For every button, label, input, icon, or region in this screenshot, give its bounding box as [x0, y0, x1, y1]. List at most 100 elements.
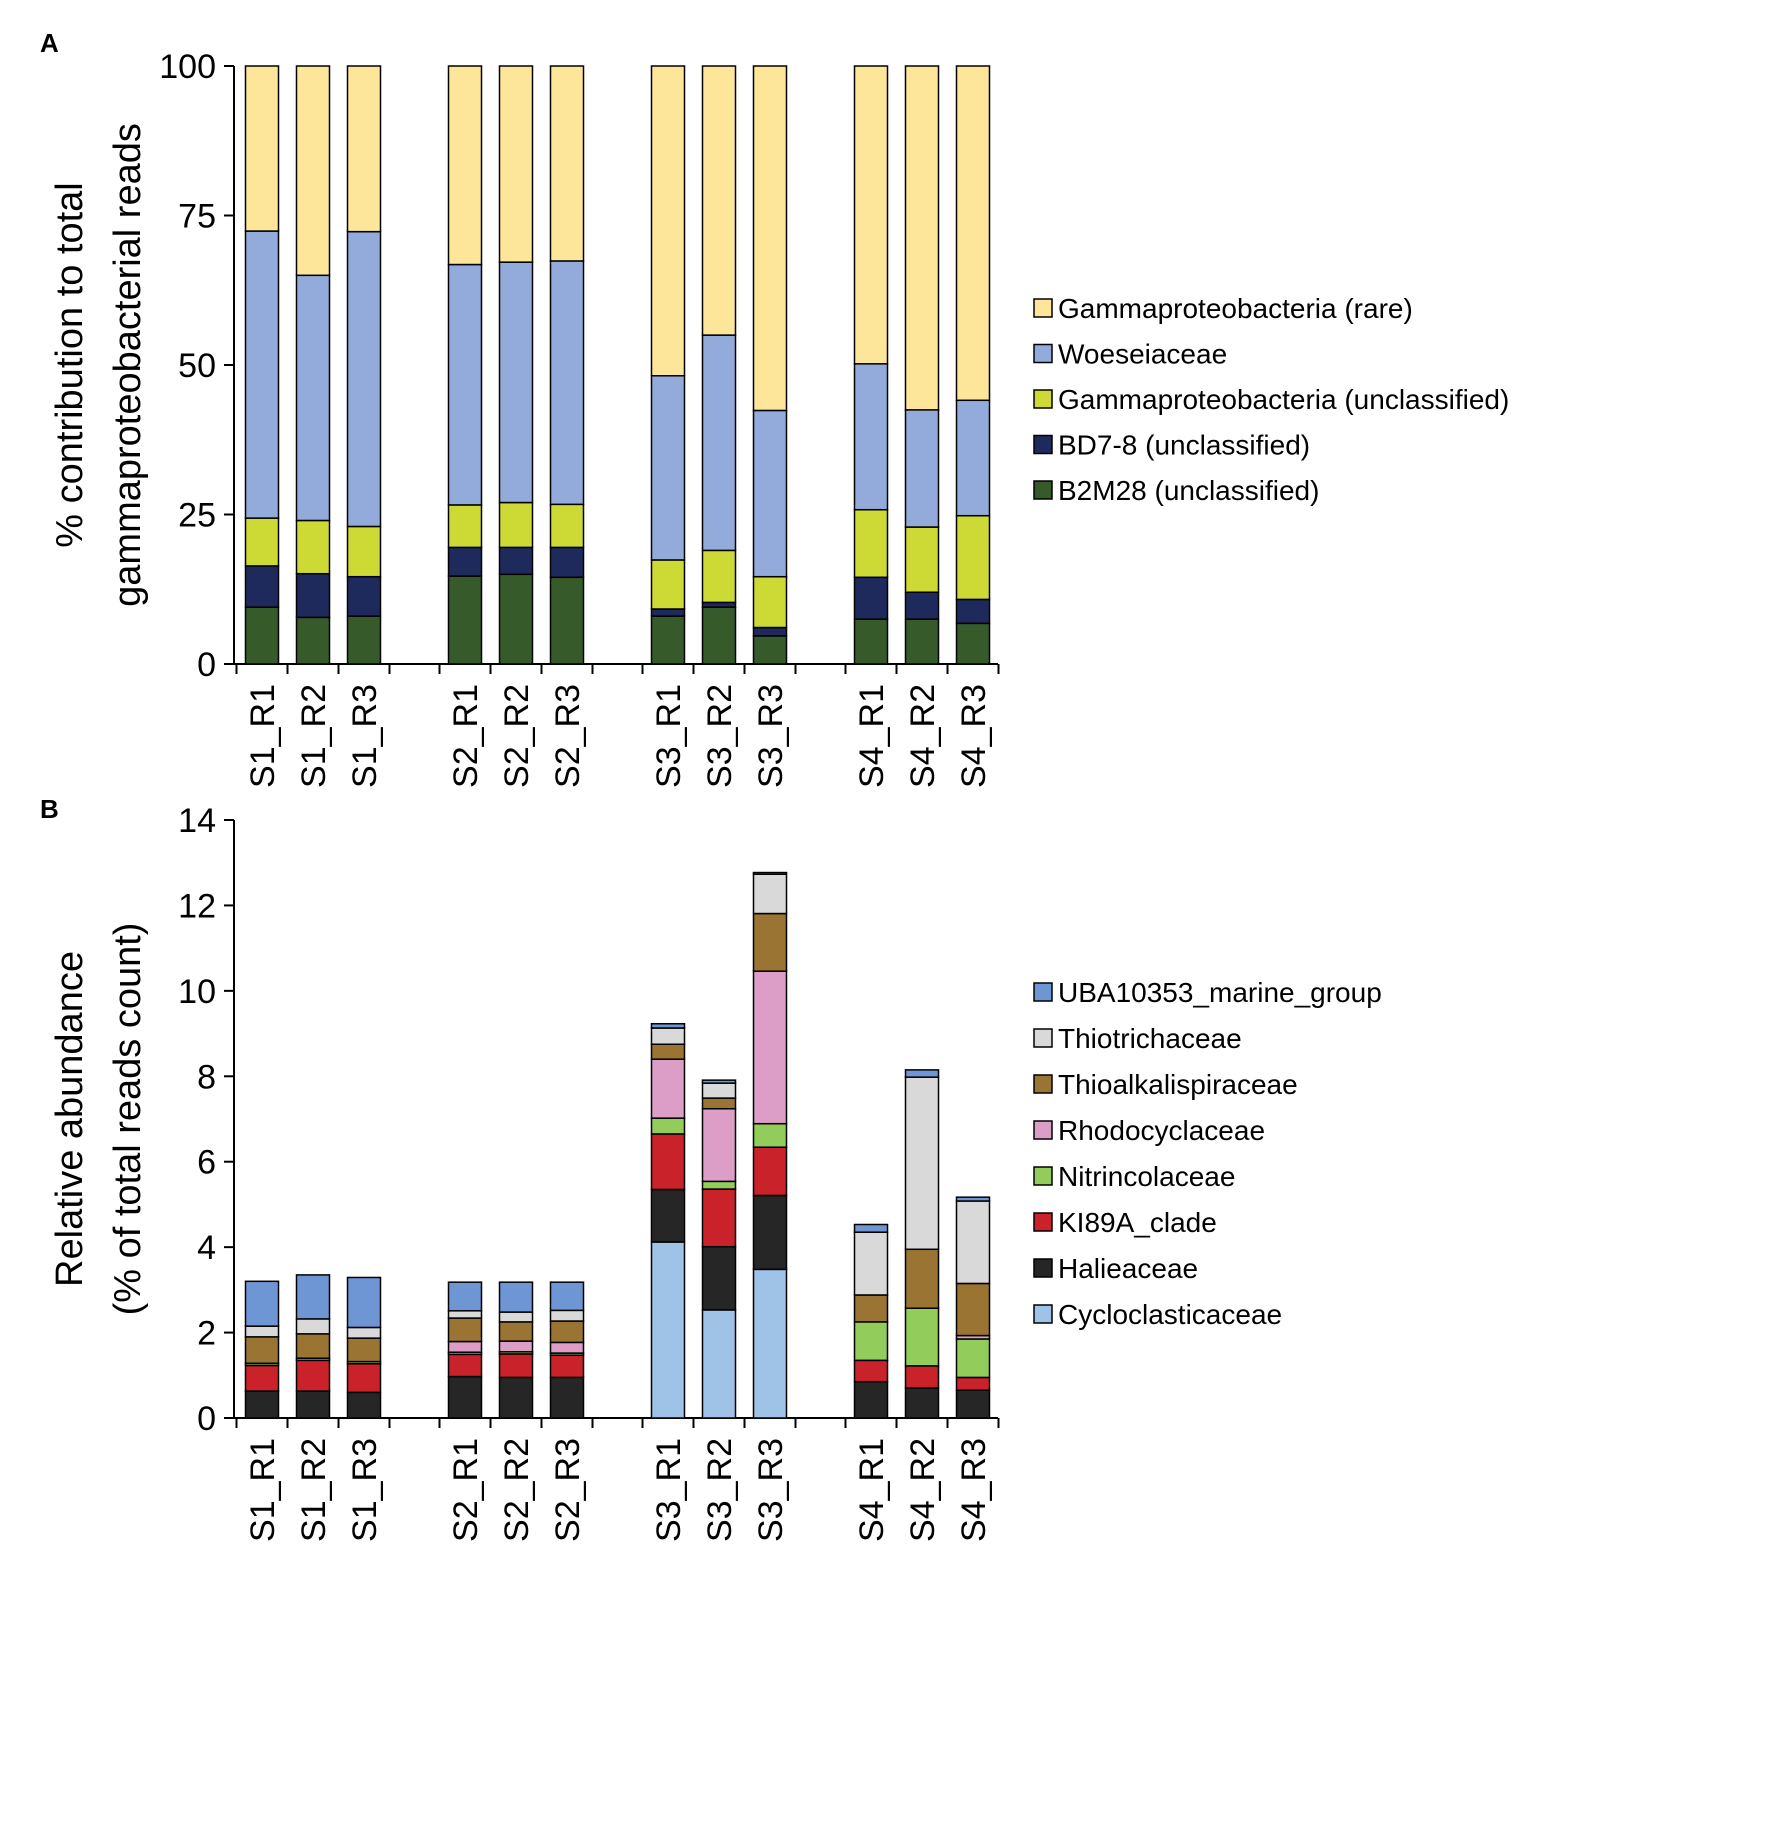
x-category-label: S2_R2	[498, 684, 536, 788]
bar-segment-ki89a-clade-s2-r1	[447, 1353, 483, 1378]
bar-segment-bd7-8-unclassified-s4-r2	[904, 591, 940, 620]
bar-segment-gammaproteobacteria-unclassified-s3-r1	[650, 559, 686, 610]
legend-swatch-cycloclasticaceae	[1033, 1304, 1053, 1324]
bar-segment-thioalkalispiraceae-s2-r3	[549, 1320, 585, 1344]
bar-segment-thiotrichaceae-s2-r3	[549, 1309, 585, 1322]
legend-swatch-gammaproteobacteria-unclassified	[1033, 389, 1053, 409]
bar-segment-ki89a-clade-s2-r2	[498, 1353, 534, 1379]
bar-segment-uba10353-marine-group-s3-r2	[701, 1079, 737, 1084]
bar-segment-nitrincolaceae-s3-r1	[650, 1117, 686, 1135]
bar-segment-bd7-8-unclassified-s1-r1	[244, 565, 280, 608]
bar-segment-ki89a-clade-s3-r2	[701, 1188, 737, 1248]
bar-segment-gammaproteobacteria-unclassified-s4-r2	[904, 526, 940, 593]
bar-segment-bd7-8-unclassified-s1-r3	[346, 575, 382, 617]
bar-segment-b2m28-unclassified-s4-r1	[853, 618, 889, 665]
bar-segment-nitrincolaceae-s4-r2	[904, 1307, 940, 1367]
x-category-label: S4_R1	[853, 684, 891, 788]
x-category-label: S2_R3	[549, 1438, 587, 1542]
bar-segment-woeseiaceae-s4-r2	[904, 409, 940, 528]
legend-label: Halieaceae	[1058, 1253, 1198, 1284]
bar-segment-gammaproteobacteria-rare-s1-r1	[244, 65, 280, 232]
bar-segment-gammaproteobacteria-rare-s3-r1	[650, 65, 686, 377]
bar-segment-thioalkalispiraceae-s2-r2	[498, 1321, 534, 1342]
bar-segment-uba10353-marine-group-s2-r3	[549, 1281, 585, 1312]
legend-label: Gammaproteobacteria (unclassified)	[1058, 384, 1509, 415]
y-tick-label: 0	[197, 1400, 216, 1438]
bar-segment-cycloclasticaceae-s3-r3	[752, 1268, 788, 1419]
bar-segment-gammaproteobacteria-rare-s3-r2	[701, 65, 737, 336]
bar-segment-gammaproteobacteria-unclassified-s4-r3	[955, 514, 991, 601]
bar-segment-thiotrichaceae-s1-r1	[244, 1325, 280, 1338]
x-category-label: S3_R1	[650, 684, 688, 788]
bar-segment-b2m28-unclassified-s2-r1	[447, 575, 483, 665]
bar-segment-rhodocyclaceae-s3-r1	[650, 1058, 686, 1119]
bar-segment-ki89a-clade-s4-r1	[853, 1359, 889, 1383]
bar-segment-gammaproteobacteria-unclassified-s2-r2	[498, 501, 534, 549]
bar-segment-halieaceae-s4-r3	[955, 1389, 991, 1419]
bar-segment-nitrincolaceae-s3-r2	[701, 1180, 737, 1190]
bar-segment-b2m28-unclassified-s3-r2	[701, 606, 737, 665]
legend-label: Rhodocyclaceae	[1058, 1115, 1265, 1146]
bar-segment-thiotrichaceae-s1-r2	[295, 1318, 331, 1335]
bar-segment-halieaceae-s3-r3	[752, 1194, 788, 1271]
bar-segment-b2m28-unclassified-s3-r3	[752, 635, 788, 665]
y-tick-label: 6	[197, 1144, 216, 1182]
bar-segment-ki89a-clade-s4-r2	[904, 1365, 940, 1389]
bar-segment-woeseiaceae-s3-r1	[650, 375, 686, 561]
legend-label: BD7-8 (unclassified)	[1058, 430, 1310, 461]
bar-segment-uba10353-marine-group-s2-r1	[447, 1281, 483, 1312]
bar-segment-ki89a-clade-s1-r2	[295, 1359, 331, 1392]
bar-segment-halieaceae-s3-r2	[701, 1245, 737, 1311]
bar-segment-thiotrichaceae-s1-r3	[346, 1326, 382, 1339]
bar-segment-b2m28-unclassified-s4-r3	[955, 622, 991, 665]
bar-segment-gammaproteobacteria-unclassified-s4-r1	[853, 508, 889, 579]
bar-segment-gammaproteobacteria-unclassified-s2-r1	[447, 504, 483, 549]
x-category-label: S2_R1	[447, 684, 485, 788]
bar-segment-woeseiaceae-s1-r2	[295, 274, 331, 522]
x-category-label: S3_R2	[701, 1438, 739, 1542]
bar-segment-halieaceae-s3-r1	[650, 1188, 686, 1243]
bar-segment-uba10353-marine-group-s4-r2	[904, 1069, 940, 1078]
legend-label: Cycloclasticaceae	[1058, 1299, 1282, 1330]
bar-segment-b2m28-unclassified-s1-r1	[244, 606, 280, 665]
bar-segment-ki89a-clade-s1-r1	[244, 1364, 280, 1392]
legend-swatch-bd7-8-unclassified	[1033, 434, 1053, 455]
bar-segment-ki89a-clade-s4-r3	[955, 1376, 991, 1391]
x-category-label: S3_R3	[752, 684, 790, 788]
y-axis-title: (% of total reads count)	[107, 923, 149, 1316]
bar-segment-thiotrichaceae-s2-r1	[447, 1310, 483, 1319]
bar-segment-ki89a-clade-s3-r3	[752, 1146, 788, 1197]
bar-segment-gammaproteobacteria-unclassified-s3-r3	[752, 575, 788, 629]
y-axis-title: gammaproteobacterial reads	[107, 123, 149, 607]
bar-segment-woeseiaceae-s4-r3	[955, 399, 991, 517]
x-category-label: S3_R3	[752, 1438, 790, 1542]
bar-segment-uba10353-marine-group-s1-r1	[244, 1280, 280, 1327]
x-category-label: S1_R1	[244, 684, 282, 788]
bar-segment-uba10353-marine-group-s1-r3	[346, 1276, 382, 1329]
bar-segment-thioalkalispiraceae-s3-r1	[650, 1043, 686, 1060]
bar-segment-bd7-8-unclassified-s4-r1	[853, 576, 889, 620]
y-axis-title: Relative abundance	[49, 951, 91, 1287]
bar-segment-gammaproteobacteria-rare-s1-r3	[346, 65, 382, 233]
bar-segment-woeseiaceae-s2-r3	[549, 260, 585, 506]
panel-label: A	[40, 28, 59, 58]
bar-segment-gammaproteobacteria-unclassified-s1-r2	[295, 519, 331, 575]
bar-segment-thiotrichaceae-s4-r2	[904, 1076, 940, 1251]
legend-swatch-rhodocyclaceae	[1033, 1120, 1053, 1140]
bar-segment-gammaproteobacteria-rare-s3-r3	[752, 65, 788, 412]
y-tick-label: 10	[178, 973, 216, 1011]
bar-segment-nitrincolaceae-s3-r3	[752, 1122, 788, 1148]
legend-label: Woeseiaceae	[1058, 339, 1227, 370]
x-category-label: S3_R2	[701, 684, 739, 788]
y-tick-label: 50	[178, 347, 216, 385]
y-tick-label: 0	[197, 646, 216, 684]
y-tick-label: 100	[159, 48, 216, 86]
bar-segment-halieaceae-s2-r2	[498, 1376, 534, 1419]
legend-swatch-thiotrichaceae	[1033, 1028, 1053, 1048]
legend-swatch-thioalkalispiraceae	[1033, 1074, 1053, 1094]
bar-segment-thioalkalispiraceae-s1-r1	[244, 1336, 280, 1365]
bar-segment-thioalkalispiraceae-s1-r2	[295, 1333, 331, 1359]
bar-segment-bd7-8-unclassified-s4-r3	[955, 598, 991, 625]
bar-segment-thioalkalispiraceae-s3-r2	[701, 1097, 737, 1110]
y-tick-label: 14	[178, 802, 216, 840]
